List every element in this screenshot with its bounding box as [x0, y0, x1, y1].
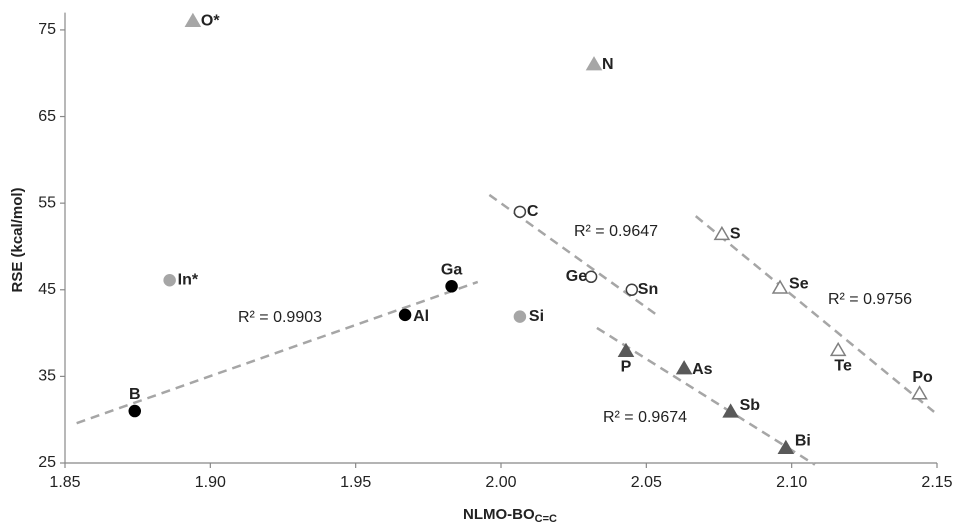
r-squared-label: R² = 0.9756 [828, 291, 912, 308]
point-label: Sn [638, 281, 658, 298]
point-label: P [621, 358, 632, 375]
r-squared-label: R² = 0.9903 [238, 309, 322, 326]
point-label: Ga [441, 262, 462, 279]
point-label: In* [178, 271, 199, 288]
r-squared-label: R² = 0.9674 [603, 409, 687, 426]
x-tick-label: 2.10 [776, 474, 807, 491]
trendline [596, 326, 816, 466]
point [829, 341, 847, 357]
point [128, 404, 142, 418]
x-tick-label: 1.90 [195, 474, 226, 491]
x-axis-subscript: C=C [535, 513, 557, 525]
x-tick-label: 1.85 [49, 474, 80, 491]
point [163, 273, 176, 287]
point-label: Se [789, 275, 809, 292]
point [617, 342, 635, 358]
y-tick-label: 55 [38, 194, 56, 211]
trendline [76, 280, 479, 425]
point [184, 12, 202, 28]
point [513, 205, 527, 219]
point-label: Ge [566, 268, 587, 285]
point [675, 360, 693, 375]
point [713, 225, 731, 241]
y-tick-label: 25 [38, 454, 56, 471]
point-label: Al [413, 308, 429, 325]
r-squared-label: R² = 0.9647 [574, 223, 658, 240]
point [911, 385, 928, 400]
y-axis-title: RSE (kcal/mol) [9, 187, 26, 292]
trendline [694, 215, 935, 413]
point [777, 439, 795, 455]
point [398, 308, 412, 322]
point-label: O* [201, 12, 220, 29]
x-axis-label: NLMO-BO [463, 506, 535, 523]
x-tick-label: 2.05 [631, 474, 662, 491]
point [625, 283, 639, 297]
point-label: S [730, 226, 741, 243]
point-label: Bi [795, 432, 811, 449]
point [722, 403, 739, 418]
y-tick-label: 35 [38, 368, 56, 385]
x-tick-label: 2.00 [485, 474, 516, 491]
y-tick-label: 45 [38, 281, 56, 298]
point-label: C [527, 203, 539, 220]
point-label: Po [912, 369, 933, 386]
point-label: B [129, 386, 141, 403]
point-label: As [692, 361, 713, 378]
x-axis-title: NLMO-BOC=C [463, 506, 557, 525]
y-tick-label: 75 [38, 21, 56, 38]
point-label: Si [529, 308, 544, 325]
point [513, 310, 527, 323]
point-label: Te [834, 358, 852, 375]
x-tick-label: 1.95 [340, 474, 371, 491]
point-label: Sb [740, 397, 761, 414]
point [445, 280, 458, 293]
x-tick-label: 2.15 [921, 474, 952, 491]
point [584, 270, 598, 284]
point [771, 279, 789, 294]
point-label: N [602, 56, 614, 73]
point [585, 56, 603, 71]
y-tick-label: 65 [38, 108, 56, 125]
